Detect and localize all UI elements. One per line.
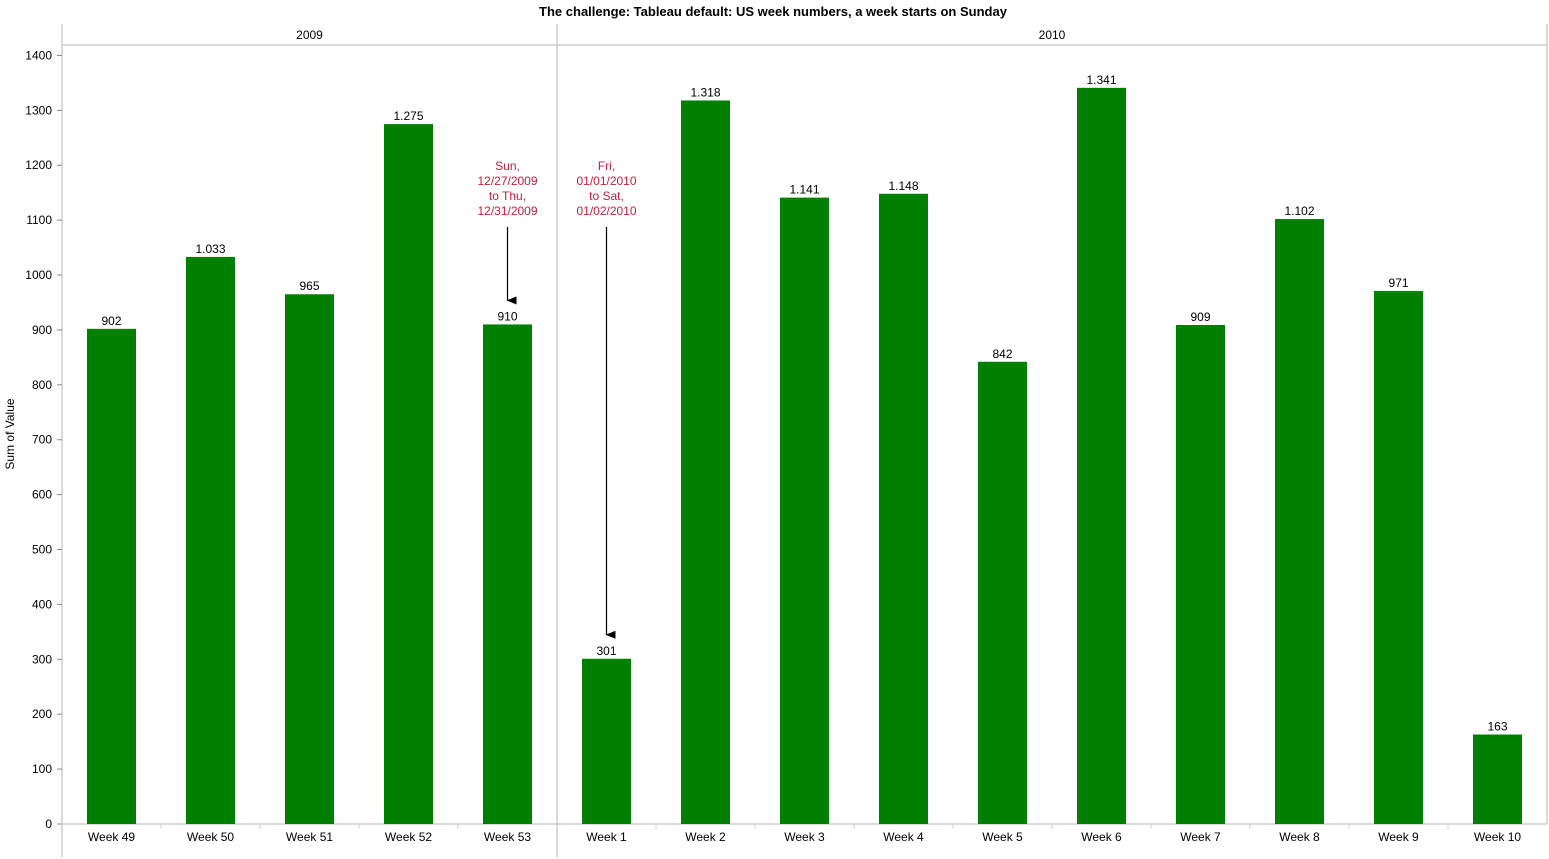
annotation-text-line: Fri, [598, 159, 615, 173]
annotation-text-line: to Thu, [489, 189, 526, 203]
x-tick-label-2010-week-2: Week 2 [685, 830, 726, 844]
x-tick-label-2010-week-9: Week 9 [1378, 830, 1419, 844]
y-tick-label: 1400 [25, 48, 52, 62]
y-tick-label: 200 [32, 707, 52, 721]
y-tick-label: 900 [32, 323, 52, 337]
bar-2010-week-4 [879, 193, 928, 824]
x-tick-label-2010-week-4: Week 4 [883, 830, 924, 844]
annotation-text-line: 01/02/2010 [576, 204, 636, 218]
y-tick-label: 1100 [26, 213, 52, 227]
y-tick-label: 0 [45, 817, 52, 831]
x-tick-label-2010-week-10: Week 10 [1474, 830, 1521, 844]
data-label-2010-week-1: 301 [596, 644, 616, 658]
bar-2010-week-8 [1275, 219, 1324, 825]
y-tick-label: 400 [32, 597, 52, 611]
x-tick-label-2009-week-51: Week 51 [286, 830, 333, 844]
annotation-text-line: to Sat, [589, 189, 624, 203]
bar-2010-week-7 [1176, 324, 1225, 824]
x-tick-label-2009-week-53: Week 53 [484, 830, 531, 844]
data-label-2009-week-49: 902 [101, 314, 121, 328]
annotation-text-line: 12/31/2009 [477, 204, 537, 218]
data-label-2010-week-7: 909 [1190, 310, 1210, 324]
annotation-text-line: 01/01/2010 [576, 174, 636, 188]
panel-header-2010: 2010 [1039, 28, 1066, 42]
data-label-2010-week-4: 1.148 [888, 179, 918, 193]
bar-2009-week-50 [186, 256, 235, 825]
x-tick-label-2010-week-1: Week 1 [586, 830, 627, 844]
x-tick-label-2010-week-6: Week 6 [1081, 830, 1122, 844]
x-tick-label-2009-week-52: Week 52 [385, 830, 432, 844]
data-label-2010-week-2: 1.318 [690, 85, 720, 99]
x-tick-label-2009-week-49: Week 49 [88, 830, 135, 844]
y-tick-label: 100 [32, 762, 52, 776]
panel-header-2009: 2009 [296, 28, 323, 42]
y-tick-label: 500 [32, 543, 52, 557]
bars: 902 1.033 965 1.275 910 301 1.318 1.141 1.148 842… [87, 73, 1522, 825]
x-tick-label-2010-week-7: Week 7 [1180, 830, 1221, 844]
bar-2009-week-51 [285, 294, 334, 824]
bar-2010-week-6 [1077, 87, 1126, 825]
y-axis: 0 100 200 300 400 500 600 700 800 900 1000 1100 1200… [25, 48, 62, 831]
data-label-2010-week-5: 842 [992, 347, 1012, 361]
annotation-text-line: Sun, [495, 159, 520, 173]
y-tick-label: 600 [32, 488, 52, 502]
y-tick-label: 800 [32, 378, 52, 392]
data-label-2009-week-53: 910 [497, 309, 517, 323]
bar-2010-week-9 [1374, 290, 1423, 824]
x-tick-label-2010-week-5: Week 5 [982, 830, 1023, 844]
data-label-2010-week-3: 1.141 [789, 183, 819, 197]
bar-2009-week-53 [483, 324, 532, 824]
x-tick-label-2009-week-50: Week 50 [187, 830, 234, 844]
bar-2010-week-5 [978, 361, 1027, 824]
bar-2010-week-10 [1473, 734, 1522, 824]
bar-2009-week-52 [384, 124, 433, 824]
data-label-2009-week-52: 1.275 [393, 109, 423, 123]
bar-2010-week-3 [780, 197, 829, 824]
data-label-2009-week-50: 1.033 [195, 242, 225, 256]
y-tick-label: 700 [32, 433, 52, 447]
bar-2010-week-1 [582, 658, 631, 824]
y-tick-label: 300 [32, 652, 52, 666]
x-axis: Week 49 Week 50 Week 51 Week 52 Week 53 Week … [88, 824, 1521, 844]
data-label-2009-week-51: 965 [299, 279, 319, 293]
bar-2009-week-49 [87, 328, 136, 824]
x-tick-label-2010-week-8: Week 8 [1279, 830, 1320, 844]
data-label-2010-week-8: 1.102 [1284, 204, 1314, 218]
x-tick-label-2010-week-3: Week 3 [784, 830, 825, 844]
chart-title: The challenge: Tableau default: US week … [539, 4, 1008, 19]
bar-2010-week-2 [681, 100, 730, 825]
y-tick-label: 1300 [25, 103, 52, 117]
panel-headers: 2009 2010 [296, 28, 1066, 42]
y-axis-label: Sum of Value [3, 398, 17, 469]
y-tick-label: 1000 [25, 268, 52, 282]
annotation-text-line: 12/27/2009 [477, 174, 537, 188]
data-label-2010-week-9: 971 [1388, 276, 1408, 290]
data-label-2010-week-10: 163 [1487, 720, 1507, 734]
data-label-2010-week-6: 1.341 [1086, 73, 1116, 87]
y-tick-label: 1200 [25, 158, 52, 172]
